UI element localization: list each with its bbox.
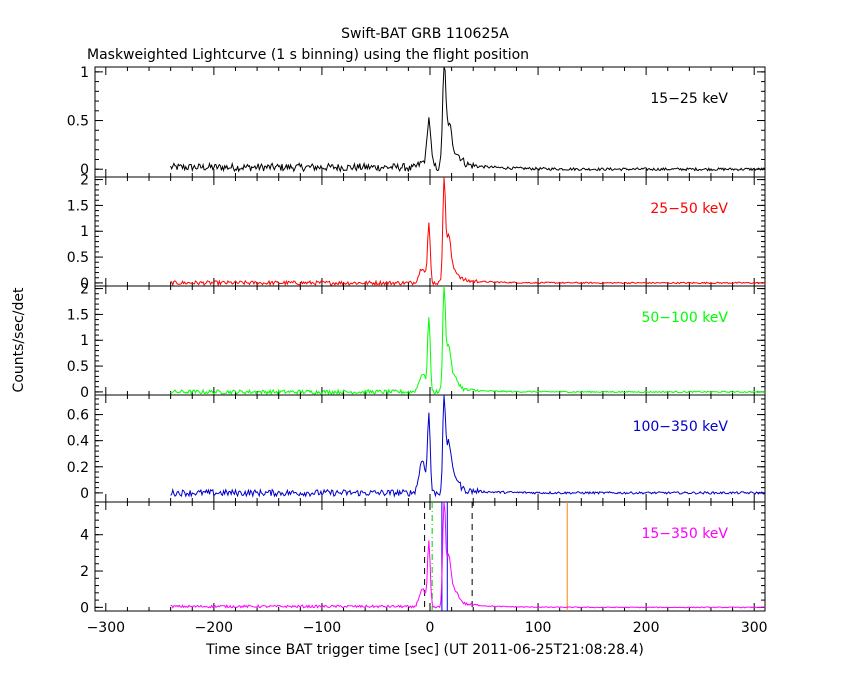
x-tick-label: −200 [195,620,233,636]
x-tick-label: −100 [303,620,341,636]
band-label: 100−350 keV [633,419,729,435]
x-tick-label: 200 [633,620,660,636]
x-tick-label: −300 [87,620,125,636]
y-tick-label: 0.2 [67,460,89,476]
x-axis-label: Time since BAT trigger time [sec] (UT 20… [205,642,644,658]
panel-1: 0 0.5 1 15−25 keV [67,65,766,178]
y-tick-label: 0 [80,276,89,292]
y-tick-label: 0 [80,600,89,616]
band-label: 15−350 keV [641,526,728,542]
lightcurve-series [170,394,766,498]
panel-5: 0 2 4 15−350 keV [80,501,766,616]
y-tick-label: 1.5 [67,198,89,214]
y-tick-label: 1.5 [67,307,89,323]
y-tick-label: 2 [80,282,89,298]
panel-3: 0 0.5 1 1.5 2 50−100 keV [67,282,766,401]
lightcurve-series [170,66,766,173]
band-label: 25−50 keV [650,201,728,217]
panel-frame [94,66,766,178]
panel-4: 0 0.2 0.4 0.6 100−350 keV [67,394,766,503]
panel-frame [94,176,766,287]
band-label: 50−100 keV [641,310,728,326]
lightcurve-series [170,501,766,609]
band-label: 15−25 keV [650,91,728,107]
y-tick-label: 0.6 [67,408,89,424]
y-tick-label: 0 [80,486,89,502]
y-tick-label: 1 [80,65,89,81]
y-tick-label: 0.5 [67,359,89,375]
y-tick-label: 0 [80,162,89,178]
y-tick-label: 2 [80,173,89,189]
y-tick-label: 0.4 [67,434,89,450]
y-tick-label: 1 [80,333,89,349]
y-tick-label: 1 [80,224,89,240]
panel-2: 0 0.5 1 1.5 2 25−50 keV [67,173,766,292]
x-tick-label: 300 [741,620,768,636]
lightcurve-series [170,285,766,396]
chart-title: Swift-BAT GRB 110625A [341,26,509,42]
y-tick-label: 2 [80,564,89,580]
chart-subtitle: Maskweighted Lightcurve (1 s binning) us… [87,47,529,63]
x-tick-label: 0 [426,620,435,636]
lightcurve-series [170,176,766,287]
y-tick-label: 0 [80,385,89,401]
y-tick-label: 4 [80,528,89,544]
x-tick-label: 100 [525,620,552,636]
y-axis-label: Counts/sec/det [11,287,27,392]
y-tick-label: 0.5 [67,250,89,266]
y-tick-label: 0.5 [67,114,89,130]
